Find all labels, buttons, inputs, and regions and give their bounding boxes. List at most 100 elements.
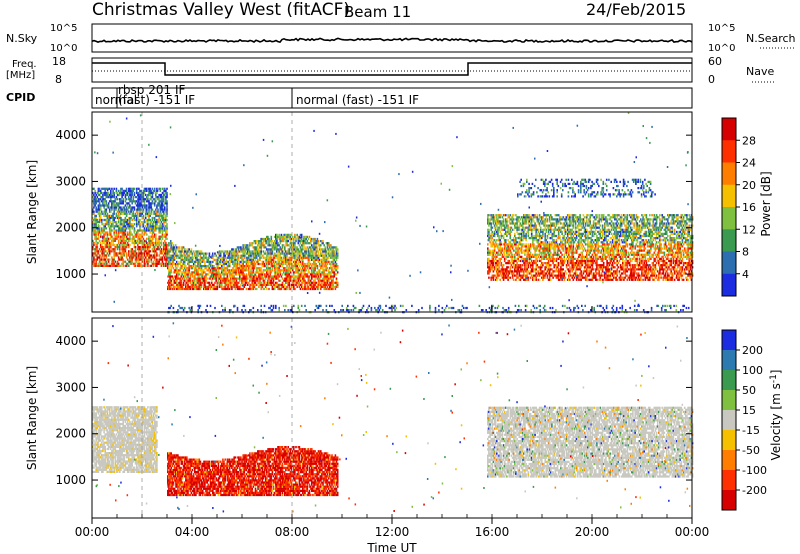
- power-cell: [110, 242, 112, 244]
- power-cell: [181, 280, 183, 282]
- power-cell: [188, 255, 190, 257]
- power-cell: [166, 211, 168, 213]
- power-cell: [167, 246, 169, 248]
- power-cell: [95, 223, 97, 225]
- power-cell: [133, 190, 135, 192]
- power-cell: [187, 282, 189, 284]
- power-cell: [106, 211, 108, 213]
- power-cell: [148, 252, 150, 254]
- power-cell: [178, 271, 180, 273]
- power-cell: [155, 234, 157, 236]
- power-cell: [113, 244, 115, 246]
- power-cell: [100, 206, 102, 208]
- power-cell: [138, 192, 140, 194]
- power-cell: [118, 240, 120, 242]
- power-cell: [142, 213, 144, 215]
- power-cell: [149, 188, 151, 190]
- power-cell: [133, 211, 135, 213]
- power-cell: [162, 206, 164, 208]
- power-cell: [95, 202, 97, 204]
- power-cell: [170, 280, 172, 282]
- nsky-label: N.Sky: [6, 32, 38, 45]
- power-cell: [147, 196, 149, 198]
- power-cell: [168, 284, 170, 286]
- power-cell: [148, 259, 150, 261]
- power-cell: [134, 192, 136, 194]
- power-cell: [129, 240, 131, 242]
- power-cell: [98, 192, 100, 194]
- power-cell: [165, 221, 167, 223]
- power-cell: [127, 231, 129, 233]
- power-cell: [100, 254, 102, 256]
- power-cell: [107, 263, 109, 265]
- power-cell: [172, 265, 174, 267]
- power-cell: [115, 240, 117, 242]
- power-cell: [125, 242, 127, 244]
- power-cell: [137, 234, 139, 236]
- power-cell: [143, 217, 145, 219]
- power-cell: [147, 225, 149, 227]
- power-cell: [151, 221, 153, 223]
- power-cell: [139, 246, 141, 248]
- power-cell: [129, 229, 131, 231]
- power-cell: [125, 250, 127, 252]
- power-cell: [143, 196, 145, 198]
- power-cell: [119, 194, 121, 196]
- power-cell: [200, 280, 202, 282]
- power-cell: [192, 259, 194, 261]
- power-cell: [146, 250, 148, 252]
- power-cell: [164, 213, 166, 215]
- power-cell: [142, 261, 144, 263]
- power-cell: [99, 221, 101, 223]
- power-cell: [131, 209, 133, 211]
- power-cell: [148, 229, 150, 231]
- power-cell: [149, 219, 151, 221]
- power-cell: [122, 202, 124, 204]
- power-cell: [115, 200, 117, 202]
- power-cell: [152, 194, 154, 196]
- power-cell: [178, 246, 180, 248]
- power-cell: [190, 288, 192, 290]
- power-cell: [120, 265, 122, 267]
- power-cell: [204, 263, 206, 265]
- power-cell: [162, 256, 164, 258]
- power-cell: [170, 271, 172, 273]
- power-cell: [157, 246, 159, 248]
- power-cell: [158, 240, 160, 242]
- power-cell: [144, 227, 146, 229]
- power-cell: [162, 234, 164, 236]
- power-cell: [137, 213, 139, 215]
- power-cell: [185, 248, 187, 250]
- power-cell: [194, 280, 196, 282]
- power-cell: [133, 225, 135, 227]
- power-cell: [143, 256, 145, 258]
- power-cell: [156, 252, 158, 254]
- power-cell: [118, 263, 120, 265]
- power-cell: [93, 254, 95, 256]
- power-cell: [193, 257, 195, 259]
- power-cell: [155, 194, 157, 196]
- power-cell: [202, 273, 204, 275]
- power-cell: [158, 198, 160, 200]
- power-cell: [93, 256, 95, 258]
- power-cell: [128, 250, 130, 252]
- power-cell: [155, 256, 157, 258]
- power-cell: [163, 254, 165, 256]
- power-cell: [166, 202, 168, 204]
- power-cell: [134, 223, 136, 225]
- power-cell: [166, 200, 168, 202]
- power-cell: [127, 209, 129, 211]
- power-cell: [161, 240, 163, 242]
- power-cell: [110, 227, 112, 229]
- power-cell: [121, 196, 123, 198]
- power-cell: [116, 188, 118, 190]
- power-cell: [151, 259, 153, 261]
- power-cell: [94, 229, 96, 231]
- power-cell: [205, 275, 207, 277]
- power-cell: [152, 200, 154, 202]
- power-cell: [161, 244, 163, 246]
- power-cell: [197, 269, 199, 271]
- power-cell: [136, 225, 138, 227]
- power-cell: [124, 236, 126, 238]
- power-cell: [185, 265, 187, 267]
